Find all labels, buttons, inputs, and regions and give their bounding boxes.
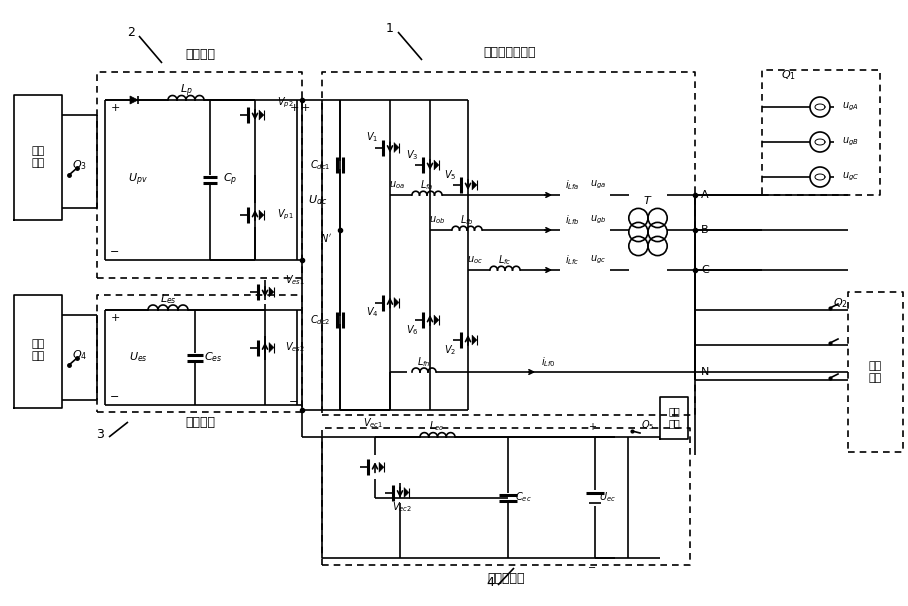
Text: $C_{es}$: $C_{es}$ (203, 351, 222, 364)
Text: $V_6$: $V_6$ (406, 323, 419, 337)
Text: 4: 4 (486, 576, 494, 588)
Polygon shape (379, 462, 384, 472)
Text: N: N (701, 367, 709, 377)
Text: $V_{p2}$: $V_{p2}$ (277, 96, 293, 110)
Text: $L_p$: $L_p$ (180, 83, 192, 99)
Polygon shape (259, 110, 264, 120)
Text: −: − (588, 563, 596, 573)
Text: 2: 2 (127, 25, 135, 39)
Text: $Q_1$: $Q_1$ (781, 68, 795, 82)
Text: $V_{ec1}$: $V_{ec1}$ (363, 416, 383, 430)
Text: $u_{gB}$: $u_{gB}$ (842, 136, 859, 148)
Text: $u_{ga}$: $u_{ga}$ (590, 179, 607, 191)
Text: $u_{gc}$: $u_{gc}$ (590, 254, 606, 266)
Text: $Q_5$: $Q_5$ (641, 418, 655, 432)
Text: $V_{es2}$: $V_{es2}$ (285, 341, 305, 355)
Text: $V_4$: $V_4$ (366, 305, 379, 319)
Text: $u_{ob}$: $u_{ob}$ (429, 214, 445, 226)
Text: 交流
负载: 交流 负载 (868, 361, 882, 383)
Text: $V_{es1}$: $V_{es1}$ (285, 273, 305, 287)
Text: $L_{fc}$: $L_{fc}$ (498, 253, 512, 267)
Text: $C_{ec}$: $C_{ec}$ (515, 491, 531, 504)
Text: $u_{gC}$: $u_{gC}$ (842, 171, 859, 183)
Polygon shape (404, 487, 409, 498)
Text: +: + (588, 422, 596, 432)
Text: $U_{es}$: $U_{es}$ (129, 351, 147, 364)
Text: 双向变流器模块: 双向变流器模块 (484, 45, 537, 59)
Polygon shape (269, 342, 274, 353)
Polygon shape (434, 160, 439, 170)
Text: $U_{pv}$: $U_{pv}$ (128, 171, 148, 188)
Text: C: C (701, 265, 709, 275)
Text: 光伏模块: 光伏模块 (185, 48, 215, 61)
Text: $L_{fn}$: $L_{fn}$ (417, 355, 430, 369)
Polygon shape (394, 298, 399, 307)
Text: +: + (290, 103, 299, 113)
Text: $N'$: $N'$ (321, 232, 332, 244)
Text: $U_{dc}$: $U_{dc}$ (308, 193, 327, 207)
Text: $u_{oa}$: $u_{oa}$ (389, 179, 405, 191)
Text: $V_3$: $V_3$ (406, 148, 419, 162)
Text: $T$: $T$ (643, 195, 653, 207)
Text: $V_{ec2}$: $V_{ec2}$ (392, 501, 412, 514)
Text: 储能
电池: 储能 电池 (32, 339, 44, 361)
Text: 光伏
电池: 光伏 电池 (32, 146, 44, 168)
Text: $U_{ec}$: $U_{ec}$ (598, 491, 616, 504)
Text: 1: 1 (386, 21, 394, 35)
Text: $i_{Lfa}$: $i_{Lfa}$ (565, 178, 579, 192)
Text: $C_p$: $C_p$ (222, 171, 237, 188)
Polygon shape (259, 210, 264, 220)
Text: $u_{gb}$: $u_{gb}$ (590, 214, 607, 226)
Polygon shape (269, 287, 274, 297)
Text: $i_{Lfb}$: $i_{Lfb}$ (565, 213, 579, 227)
Text: −: − (110, 392, 120, 402)
Polygon shape (472, 335, 477, 345)
Text: $Q_2$: $Q_2$ (833, 296, 847, 310)
Text: $L_{es}$: $L_{es}$ (160, 292, 176, 306)
Text: −: − (290, 397, 299, 407)
Text: $L_{fb}$: $L_{fb}$ (460, 213, 474, 227)
Text: $u_{gA}$: $u_{gA}$ (842, 101, 859, 113)
Text: $Q_4$: $Q_4$ (73, 348, 88, 362)
Text: $L_{fa}$: $L_{fa}$ (420, 178, 434, 192)
Text: 3: 3 (96, 427, 104, 441)
Polygon shape (434, 315, 439, 325)
Text: +: + (110, 103, 120, 113)
Text: $V_{p1}$: $V_{p1}$ (277, 208, 293, 222)
Text: $i_{Lfc}$: $i_{Lfc}$ (565, 253, 579, 267)
Text: $V_1$: $V_1$ (366, 131, 378, 144)
Text: +: + (301, 103, 310, 113)
Text: $C_{dc2}$: $C_{dc2}$ (310, 313, 331, 327)
Text: +: + (110, 313, 120, 323)
Text: 电动
汽车: 电动 汽车 (668, 406, 680, 428)
Text: $C_{dc1}$: $C_{dc1}$ (310, 158, 331, 172)
Text: $i_{Lf0}$: $i_{Lf0}$ (540, 355, 556, 369)
Polygon shape (472, 180, 477, 190)
Text: $u_{oc}$: $u_{oc}$ (467, 254, 483, 266)
Text: A: A (701, 190, 708, 200)
Text: $L_{ec}$: $L_{ec}$ (429, 419, 445, 433)
Text: −: − (110, 247, 120, 257)
Text: $V_5$: $V_5$ (444, 168, 456, 182)
Text: $Q_3$: $Q_3$ (73, 158, 87, 172)
Polygon shape (394, 142, 399, 153)
Text: B: B (701, 225, 708, 235)
Text: $V_2$: $V_2$ (444, 343, 456, 357)
Text: 充电桩模块: 充电桩模块 (488, 571, 525, 585)
Text: 储能模块: 储能模块 (185, 416, 215, 428)
Polygon shape (130, 96, 138, 104)
